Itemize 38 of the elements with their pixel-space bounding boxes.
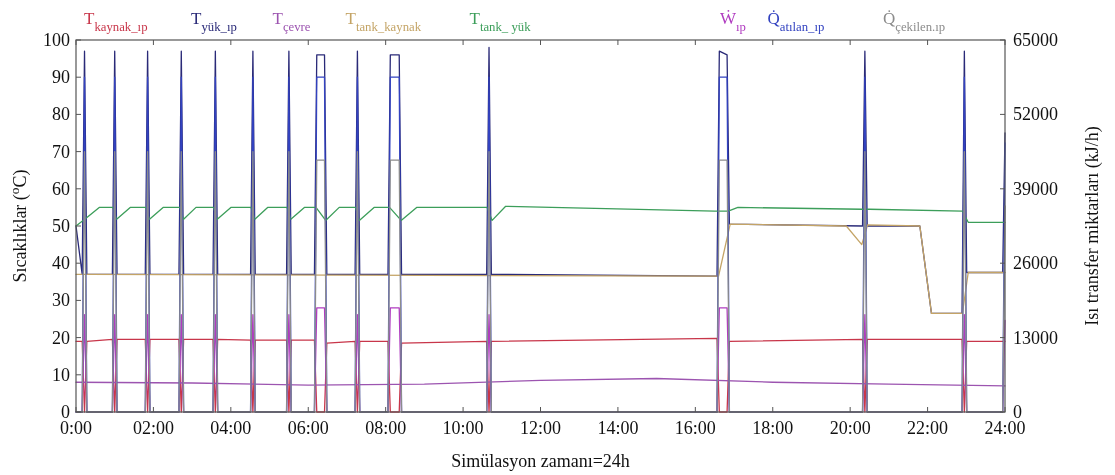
y-tick-label: 60 [52, 178, 70, 199]
line-series [75, 205, 1006, 227]
x-tick-label: 16:00 [674, 418, 716, 438]
x-tick-label: 02:00 [132, 418, 174, 438]
x-tick-label: 04:00 [210, 418, 252, 438]
text: Q̇$_{çekilen.ıp}$ [883, 9, 946, 34]
text: T$_{çevre}$ [272, 9, 311, 34]
x-tick-label: 20:00 [829, 418, 871, 438]
y-tick-label: 40 [52, 253, 70, 274]
text: T$_{kaynak_ıp}$ [84, 9, 148, 34]
text: Ẇ$_{ıp}$ [720, 9, 746, 34]
x-tick-label: 08:00 [365, 418, 407, 438]
y-tick-label: 70 [52, 141, 70, 162]
text: T$_{tank_ yük}$ [469, 9, 532, 34]
y2-tick-label: 13000 [1013, 327, 1058, 348]
line-series [75, 223, 1006, 315]
x-tick-label: 18:00 [752, 418, 794, 438]
text: Q̇$_{atılan_ıp}$ [767, 9, 825, 34]
y-tick-label: 80 [52, 104, 70, 125]
x-tick-label: 10:00 [442, 418, 484, 438]
y-tick-label: 10 [52, 364, 70, 385]
y2-tick-label: 65000 [1013, 30, 1058, 50]
y2-axis-title: Isı transfer miktarları (kJ/h) [1082, 126, 1103, 326]
x-tick-label: 14:00 [597, 418, 639, 438]
y-tick-label: 30 [52, 290, 70, 311]
x-axis-title: Simülasyon zamanı=24h [451, 451, 630, 471]
x-tick-label: 22:00 [907, 418, 949, 438]
x-tick-label: 12:00 [519, 418, 562, 438]
y2-tick-label: 26000 [1013, 253, 1058, 274]
y-tick-label: 20 [52, 327, 70, 348]
y-tick-label: 50 [52, 216, 70, 236]
y2-tick-label: 52000 [1013, 104, 1058, 125]
y2-tick-label: 39000 [1013, 178, 1058, 199]
text: T$_{tank_kaynak}$ [345, 9, 422, 34]
x-tick-label: 06:00 [287, 418, 329, 438]
y-tick-label: 100 [43, 30, 70, 50]
series-label: T$_{yük_ıp}$ [191, 9, 237, 34]
y-tick-label: 90 [52, 67, 70, 88]
